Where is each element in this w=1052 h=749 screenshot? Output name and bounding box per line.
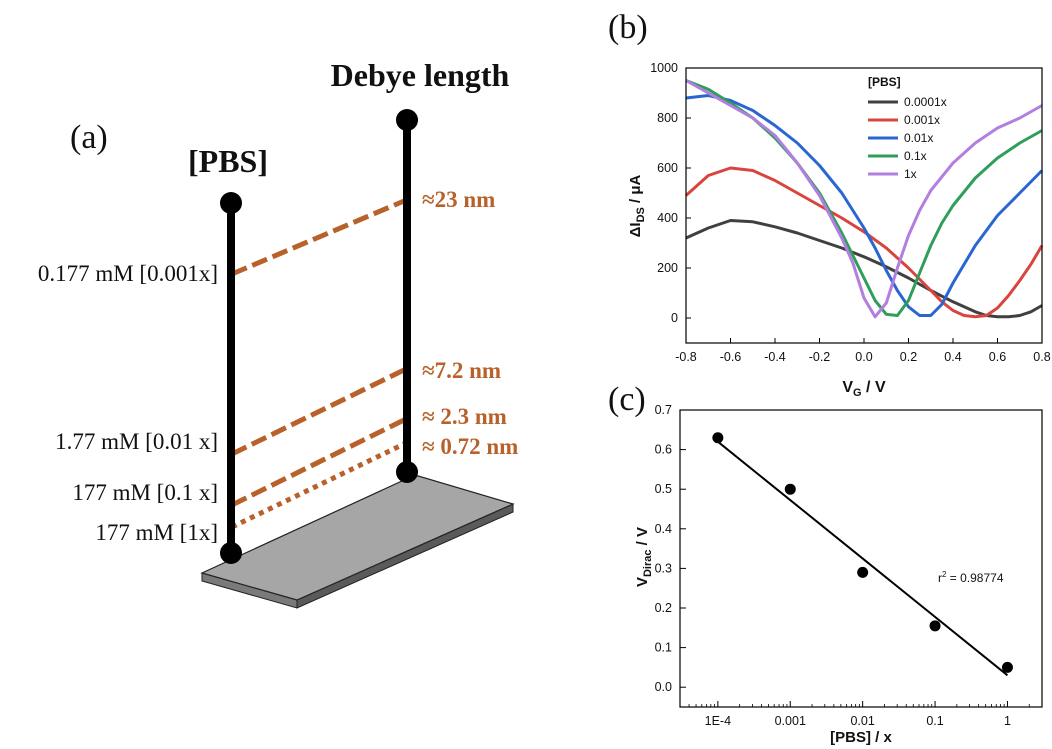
- x-tick-label: 1E-4: [705, 714, 731, 728]
- panel-c: (c) 1E-4 0.001 0.01 0.1 1 0.0 0.1 0.2 0.3 0.4 0.5 0…: [608, 381, 1043, 746]
- panel-a-label: (a): [70, 119, 108, 156]
- debye-length-label: ≈ 2.3 nm: [422, 404, 507, 429]
- x-tick-label: -0.6: [720, 350, 742, 364]
- y-tick-label: 0.5: [655, 482, 672, 496]
- base-plate: [200, 474, 515, 601]
- data-point: [1001, 661, 1013, 673]
- legend-entry: 0.0001x: [904, 95, 947, 109]
- data-point: [784, 483, 796, 495]
- data-point: [929, 620, 941, 632]
- x-tick-label: 0.4: [944, 350, 961, 364]
- y-tick-label: 0.6: [655, 443, 672, 457]
- series-line-0.001x: [684, 166, 1044, 319]
- panel-b: (b) -0.8 -0.6 -0.4 -0.2 0.0 0.2 0.4 0.6 0.8 0 200 4…: [608, 9, 1051, 399]
- y-tick-label: 200: [657, 261, 678, 275]
- x-tick-label: 0.2: [900, 350, 917, 364]
- x-tick-label: -0.8: [675, 350, 697, 364]
- y-tick-label: 400: [657, 211, 678, 225]
- data-point: [712, 432, 724, 444]
- panel-c-y-axis-label: VDirac / V: [634, 527, 654, 587]
- y-tick-label: 600: [657, 161, 678, 175]
- panel-b-x-axis-label: VG / V: [842, 379, 886, 399]
- concentration-label: 177 mM [1x]: [95, 520, 218, 545]
- debye-line-001x: [230, 367, 406, 457]
- concentration-label: 0.177 mM [0.001x]: [38, 261, 218, 286]
- panel-c-x-axis-label: [PBS] / x: [830, 729, 892, 746]
- panel-c-plot-frame: [679, 409, 1043, 708]
- panel-a: (a) [PBS] Debye length 0.177 mM [0.001x]…: [38, 57, 518, 609]
- panel-c-axes: 1E-4 0.001 0.01 0.1 1 0.0 0.1 0.2 0.3 0.4 0.5 0.6 0.…: [655, 403, 1043, 728]
- panel-b-axes: -0.8 -0.6 -0.4 -0.2 0.0 0.2 0.4 0.6 0.8 0 200 400 60…: [650, 61, 1051, 364]
- debye-length-label: ≈23 nm: [422, 187, 495, 212]
- x-tick-label: -0.4: [764, 350, 786, 364]
- pbs-post-bottom: [220, 542, 242, 564]
- series-line-0.0001x: [685, 219, 1043, 319]
- panel-c-marks: [712, 432, 1013, 677]
- data-point: [857, 566, 869, 578]
- series-line-0.01x: [685, 94, 1044, 317]
- y-tick-label: 0.0: [655, 680, 672, 694]
- panel-b-legend: [PBS]0.0001x 0.001x 0.01x 0.1x 1x: [868, 75, 947, 181]
- panel-b-label: (b): [608, 9, 648, 46]
- concentration-label: 177 mM [0.1 x]: [72, 480, 218, 505]
- y-tick-label: 0.2: [655, 601, 672, 615]
- debye-length-title: Debye length: [331, 57, 510, 93]
- r-squared-annotation: r2 = 0.98774: [938, 570, 1004, 585]
- legend-entry: 0.1x: [904, 149, 927, 163]
- x-tick-label: -0.2: [809, 350, 831, 364]
- debye-length-label: ≈ 0.72 nm: [422, 434, 518, 459]
- pbs-post-top: [220, 192, 242, 214]
- fit-line: [717, 440, 1009, 677]
- panel-b-y-axis-label: ΔIDS / μA: [627, 174, 647, 237]
- x-tick-label: 1: [1004, 714, 1011, 728]
- x-tick-label: 0.0: [855, 350, 872, 364]
- pbs-title: [PBS]: [188, 143, 268, 179]
- debye-post-bottom: [396, 461, 418, 483]
- y-tick-label: 0.4: [655, 522, 672, 536]
- y-tick-label: 0: [671, 311, 678, 325]
- legend-entry: 1x: [904, 167, 917, 181]
- x-tick-label: 0.8: [1033, 350, 1050, 364]
- legend-title: [PBS]: [868, 75, 901, 89]
- series-line-0.1x: [685, 79, 1043, 317]
- panel-b-curves: [684, 79, 1044, 319]
- x-tick-label: 0.01: [850, 714, 874, 728]
- panel-c-label: (c): [608, 381, 646, 418]
- debye-post-top: [396, 109, 418, 131]
- y-tick-label: 800: [657, 111, 678, 125]
- y-tick-label: 0.3: [655, 561, 672, 575]
- x-tick-label: 0.1: [926, 714, 943, 728]
- legend-entry: 0.001x: [904, 113, 940, 127]
- x-tick-label: 0.6: [989, 350, 1006, 364]
- concentration-label: 1.77 mM [0.01 x]: [55, 429, 218, 454]
- y-tick-label: 0.1: [655, 641, 672, 655]
- debye-line-1x: [230, 441, 406, 530]
- series-line-1x: [685, 79, 1043, 319]
- debye-line-01x: [230, 417, 406, 508]
- debye-line-0001x: [231, 198, 405, 277]
- y-tick-label: 1000: [650, 61, 678, 75]
- legend-entry: 0.01x: [904, 131, 933, 145]
- debye-length-label: ≈7.2 nm: [422, 358, 501, 383]
- x-tick-label: 0.001: [775, 714, 806, 728]
- y-tick-label: 0.7: [655, 403, 672, 417]
